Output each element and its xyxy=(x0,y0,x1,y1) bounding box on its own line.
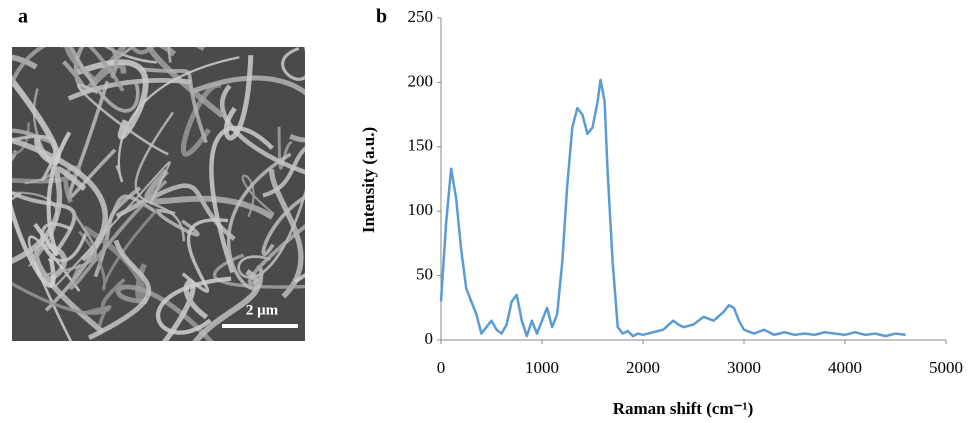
fiber xyxy=(69,47,140,113)
x-tick-label: 4000 xyxy=(828,358,862,377)
fiber xyxy=(261,194,305,256)
y-tick-label: 0 xyxy=(425,329,434,348)
fiber xyxy=(281,47,305,81)
fiber xyxy=(180,82,223,157)
fiber xyxy=(134,111,186,242)
y-axis-label: Intensity (a.u.) xyxy=(359,127,378,233)
y-tick-label: 150 xyxy=(408,136,434,155)
fiber xyxy=(69,179,168,290)
fiber xyxy=(193,75,305,143)
fiber xyxy=(12,166,87,264)
fiber xyxy=(115,56,240,183)
sem-image xyxy=(12,47,305,341)
y-tick-label: 250 xyxy=(408,7,434,26)
x-tick-label: 1000 xyxy=(525,358,559,377)
fiber xyxy=(87,239,152,340)
fiber xyxy=(12,202,56,288)
y-tick-label: 200 xyxy=(408,71,434,90)
scale-bar-label: 2 μm xyxy=(246,302,279,318)
y-tick-label: 100 xyxy=(408,200,434,219)
fiber xyxy=(76,59,149,140)
fiber xyxy=(33,131,72,256)
fiber xyxy=(155,276,232,335)
fiber xyxy=(223,55,254,141)
fiber xyxy=(294,272,305,284)
fiber xyxy=(237,188,305,279)
x-axis-label: Raman shift (cm⁻¹) xyxy=(613,399,754,418)
fiber xyxy=(64,47,100,86)
fiber xyxy=(156,208,200,237)
fiber xyxy=(40,211,97,278)
fiber xyxy=(12,137,108,262)
y-tick-label: 50 xyxy=(416,265,433,284)
fiber xyxy=(85,47,128,92)
fiber xyxy=(262,146,305,198)
fiber xyxy=(78,207,160,291)
fiber xyxy=(104,47,157,64)
spectrum-line xyxy=(439,78,906,338)
fiber xyxy=(83,278,126,316)
fiber xyxy=(115,284,214,341)
fiber xyxy=(12,54,38,70)
fiber xyxy=(129,47,205,55)
fiber xyxy=(192,268,261,341)
fiber xyxy=(12,192,22,201)
fiber xyxy=(12,47,119,89)
fiber xyxy=(12,281,112,327)
panel-label: a xyxy=(18,6,28,28)
x-tick-label: 2000 xyxy=(626,358,660,377)
fiber xyxy=(241,174,275,218)
fiber xyxy=(181,218,229,293)
fiber xyxy=(277,126,293,170)
fiber xyxy=(12,190,77,263)
fiber xyxy=(144,168,274,220)
fiber xyxy=(12,122,30,156)
fiber xyxy=(59,47,63,48)
fiber xyxy=(82,225,147,303)
fiber xyxy=(27,235,81,341)
fiber xyxy=(77,83,169,156)
fiber xyxy=(102,47,172,70)
fiber xyxy=(54,161,171,288)
fiber xyxy=(88,47,125,92)
fiber xyxy=(247,224,305,286)
fiber xyxy=(40,222,88,263)
x-tick-label: 5000 xyxy=(929,358,963,377)
fiber xyxy=(93,186,142,278)
x-tick-label: 0 xyxy=(437,358,446,377)
panel-label: b xyxy=(376,6,387,28)
x-tick-label: 3000 xyxy=(727,358,761,377)
fiber xyxy=(219,84,305,175)
